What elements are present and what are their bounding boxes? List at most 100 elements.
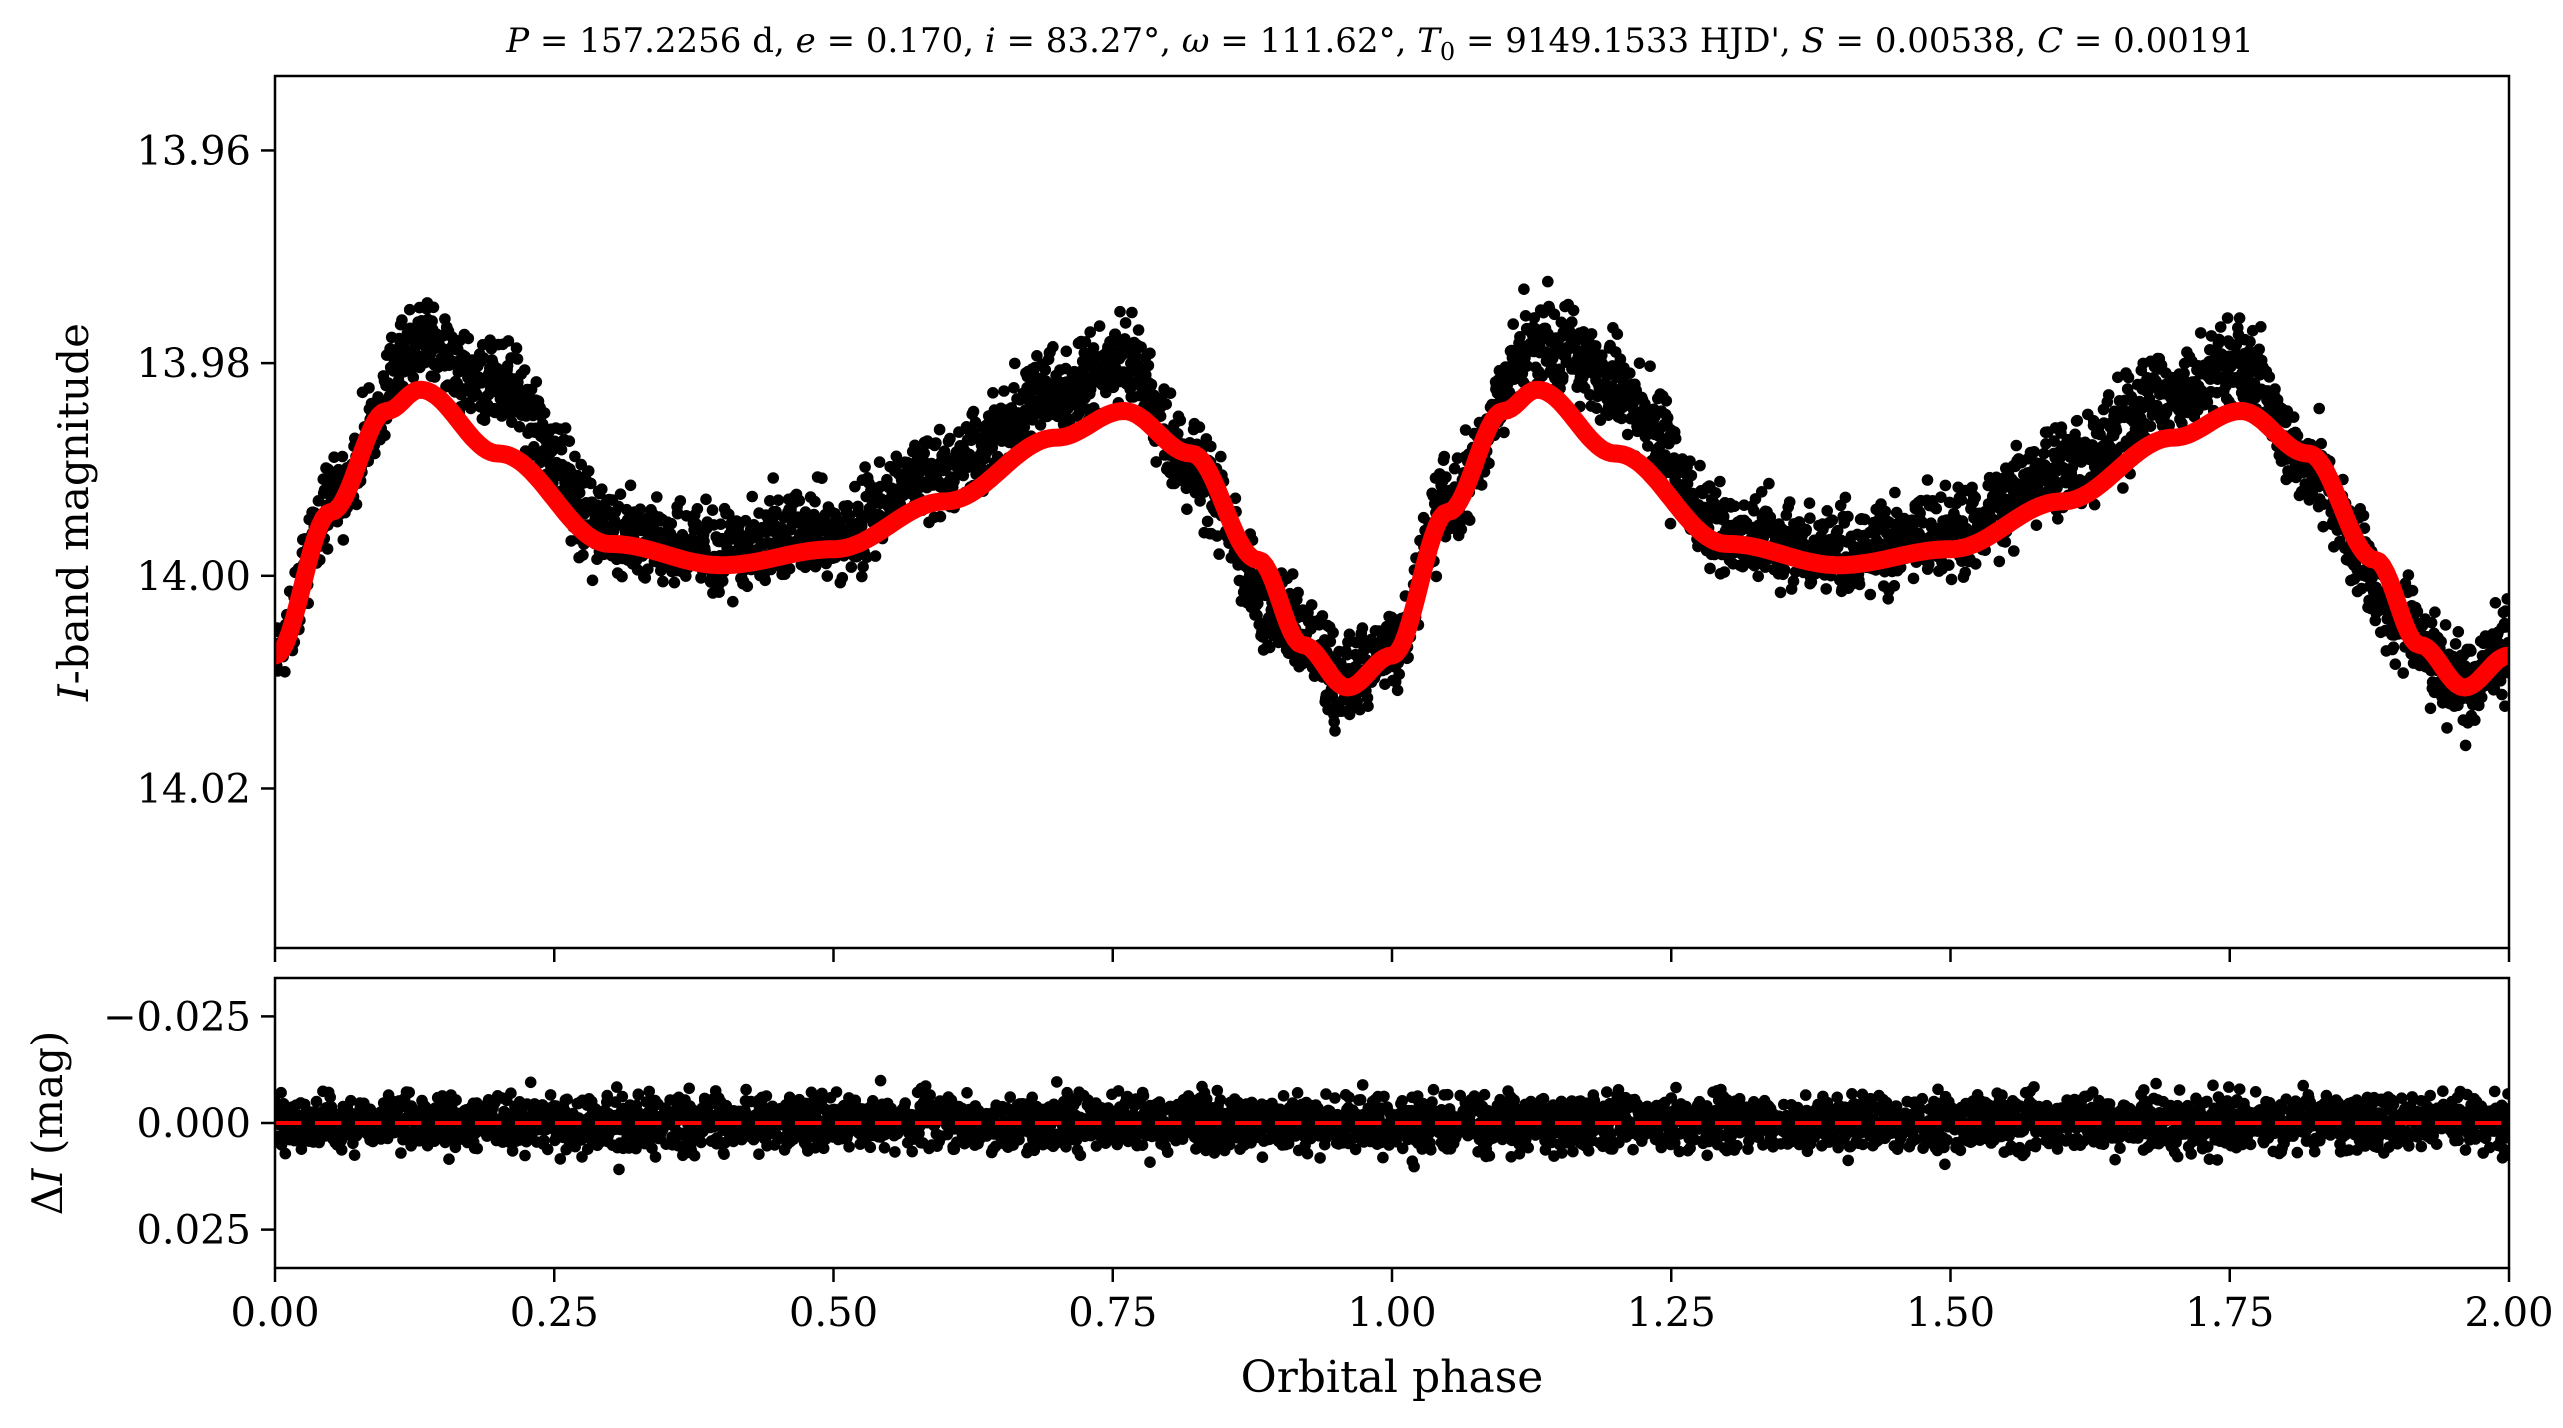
residual-point (561, 1093, 573, 1106)
observation-point (849, 480, 861, 493)
observation-point (1205, 440, 1217, 453)
observation-point (510, 342, 523, 354)
observation-point (1596, 349, 1608, 362)
observation-point (1328, 716, 1340, 728)
observation-point (1611, 328, 1624, 340)
light-curve-y-axis-label: I-band magnitude (49, 323, 98, 702)
observation-point (2244, 336, 2256, 348)
observation-point (2425, 616, 2438, 629)
observation-point (2496, 688, 2508, 701)
observation-point (2313, 402, 2325, 415)
observation-point (2176, 417, 2188, 430)
observation-point (1961, 523, 1973, 535)
residual-point (541, 1143, 554, 1156)
observation-point (1787, 575, 1800, 587)
residual-point (443, 1153, 455, 1165)
observation-point (767, 472, 779, 484)
observation-point (674, 495, 687, 507)
observation-point (2439, 619, 2452, 631)
observation-point (793, 494, 806, 507)
observation-point (1778, 564, 1791, 576)
observation-point (642, 563, 654, 575)
observation-point (1089, 349, 1101, 362)
observation-point (2122, 371, 2135, 384)
observation-point (1329, 725, 1341, 737)
observation-point (2465, 645, 2477, 657)
observation-point (723, 508, 735, 521)
observation-point (1718, 566, 1731, 578)
observation-point (634, 503, 647, 515)
observation-point (1034, 419, 1047, 431)
observation-point (1047, 341, 1059, 353)
observation-point (1714, 475, 1726, 488)
observation-point (1763, 477, 1775, 490)
observation-point (1943, 559, 1955, 571)
observation-point (764, 495, 776, 507)
observation-point (1842, 510, 1854, 523)
observation-point (1448, 462, 1461, 475)
observation-point (337, 534, 350, 546)
residual-point (450, 1094, 462, 1106)
observation-point (1150, 456, 1162, 468)
observation-point (1858, 513, 1871, 526)
observation-point (1644, 360, 1656, 373)
observation-point (2499, 700, 2509, 712)
observation-point (1864, 588, 1877, 601)
observation-point (1557, 371, 1569, 383)
observation-point (2475, 691, 2488, 704)
observation-point (1528, 312, 1541, 324)
observation-point (2489, 597, 2502, 609)
observation-point (1341, 648, 1353, 661)
observation-point (2213, 333, 2225, 346)
observation-point (624, 479, 637, 492)
observation-point (1853, 578, 1866, 591)
observation-point (1820, 583, 1832, 595)
observation-point (2452, 626, 2465, 638)
observation-point (2315, 437, 2327, 450)
observation-point (1193, 421, 1206, 433)
observation-point (1362, 700, 1374, 712)
observation-point (2233, 312, 2246, 324)
residual-point (601, 1089, 613, 1102)
observation-point (2406, 584, 2419, 597)
observation-point (321, 543, 334, 555)
observation-point (841, 500, 854, 512)
observation-point (1930, 502, 1942, 515)
observation-point (856, 570, 868, 583)
residual-point (471, 1142, 484, 1155)
observation-point (869, 550, 882, 562)
observation-point (1882, 593, 1894, 605)
observation-point (2389, 658, 2402, 670)
observation-point (1343, 628, 1356, 641)
observation-point (1759, 561, 1772, 573)
observation-point (2397, 667, 2409, 679)
observation-point (1694, 459, 1706, 472)
observation-point (2214, 321, 2227, 333)
observation-point (1969, 558, 1982, 570)
observation-point (1142, 359, 1155, 372)
observation-point (1483, 457, 1495, 470)
observation-point (1008, 382, 1020, 394)
observation-point (2469, 714, 2481, 726)
observation-point (511, 353, 524, 365)
observation-point (538, 407, 551, 419)
observation-point (1455, 523, 1468, 536)
observation-point (328, 451, 340, 464)
observation-point (1393, 668, 1405, 680)
observation-point (1215, 450, 1227, 463)
observation-point (2051, 481, 2063, 494)
observation-point (700, 493, 712, 506)
observation-point (691, 503, 704, 515)
observation-point (1213, 548, 1225, 560)
observation-point (1888, 580, 1901, 592)
observation-point (657, 575, 669, 588)
observation-point (957, 469, 970, 482)
observation-point (1889, 486, 1901, 499)
observation-point (2499, 605, 2509, 617)
observation-point (1566, 316, 1578, 328)
observation-point (1391, 684, 1404, 697)
observation-point (1286, 568, 1299, 580)
observation-point (1438, 450, 1451, 463)
